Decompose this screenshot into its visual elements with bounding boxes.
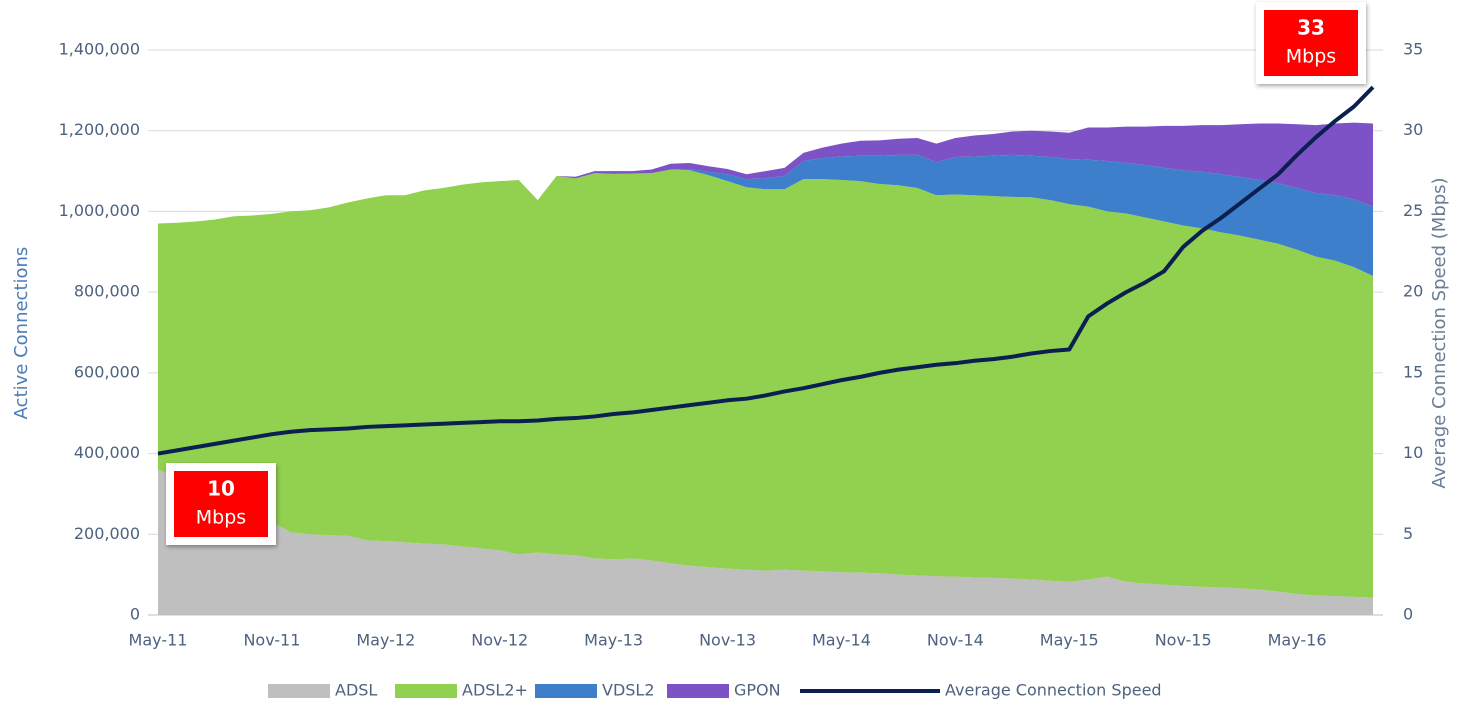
x-tick-label: May-14 — [812, 631, 871, 650]
area — [158, 469, 1373, 615]
annotation-fill — [1264, 10, 1358, 76]
x-tick-label: Nov-12 — [471, 631, 528, 650]
area — [158, 169, 1373, 598]
x-tick-label: Nov-14 — [927, 631, 984, 650]
y-tick-label: 1,400,000 — [59, 40, 140, 59]
x-tick-label: Nov-13 — [699, 631, 756, 650]
y2-tick-label: 5 — [1403, 524, 1413, 543]
y2-tick-label: 15 — [1403, 362, 1423, 381]
y-tick-label: 200,000 — [74, 524, 140, 543]
x-tick-label: May-11 — [129, 631, 188, 650]
legend-label: ADSL — [335, 681, 377, 700]
legend-swatch — [268, 684, 330, 698]
y2-tick-label: 0 — [1403, 605, 1413, 624]
legend-swatch — [667, 684, 729, 698]
legend-swatch — [395, 684, 457, 698]
annotation-fill — [174, 471, 268, 537]
y2-tick-label: 20 — [1403, 282, 1423, 301]
area — [158, 122, 1373, 224]
y2-tick-label: 35 — [1403, 40, 1423, 59]
legend-swatch — [535, 684, 597, 698]
legend-label: Average Connection Speed — [945, 681, 1162, 700]
y2-tick-label: 30 — [1403, 120, 1423, 139]
y-axis-label: Active Connections — [11, 247, 32, 420]
x-tick-label: May-16 — [1268, 631, 1327, 650]
annotation: 10 Mbps — [166, 463, 276, 545]
x-tick-label: Nov-15 — [1155, 631, 1212, 650]
legend: ADSL ADSL2+ VDSL2 GPON Average Connection Sp… — [268, 681, 1162, 700]
y2-axis-label: Average Connection Speed (Mbps) — [1429, 177, 1450, 488]
area — [158, 154, 1373, 276]
x-tick-label: May-15 — [1040, 631, 1099, 650]
y-tick-label: 1,200,000 — [59, 120, 140, 139]
annotation: 33 Mbps — [1256, 2, 1366, 84]
annotation-value: 10 — [207, 477, 235, 501]
legend-label: VDSL2 — [602, 681, 655, 700]
legend-label: GPON — [734, 681, 781, 700]
legend-label: ADSL2+ — [462, 681, 528, 700]
speed-line — [157, 85, 1375, 456]
y-tick-label: 600,000 — [74, 362, 140, 381]
y-tick-label: 0 — [130, 605, 140, 624]
y2-tick-label: 10 — [1403, 443, 1423, 462]
annotation-unit: Mbps — [196, 507, 246, 529]
y-tick-label: 400,000 — [74, 443, 140, 462]
annotation-value: 33 — [1297, 16, 1325, 40]
y2-tick-label: 25 — [1403, 201, 1423, 220]
x-tick-label: May-13 — [584, 631, 643, 650]
x-tick-label: May-12 — [356, 631, 415, 650]
y-tick-label: 1,000,000 — [59, 201, 140, 220]
y-tick-label: 800,000 — [74, 282, 140, 301]
x-tick-label: Nov-11 — [243, 631, 300, 650]
annotation-unit: Mbps — [1286, 46, 1336, 68]
